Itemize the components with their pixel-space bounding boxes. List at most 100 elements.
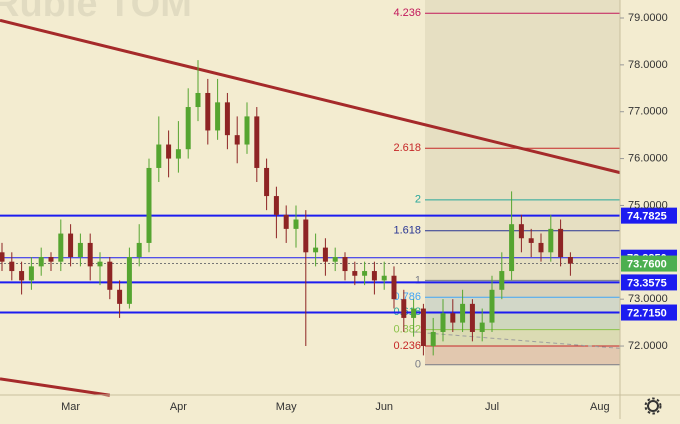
candle-body <box>420 308 426 347</box>
candle-body <box>77 242 83 257</box>
candle-body <box>283 214 289 229</box>
candle-body <box>175 149 181 159</box>
fib-label: 1.618 <box>393 225 421 237</box>
candle-body <box>205 92 211 131</box>
candle-body <box>38 256 44 267</box>
price-tag <box>621 274 677 291</box>
candle-body <box>166 144 172 159</box>
candle-body <box>538 242 544 253</box>
x-tick-label: Jun <box>375 401 393 413</box>
candle-body <box>136 242 142 257</box>
fib-label: 4.236 <box>393 7 421 19</box>
candle-body <box>518 224 524 239</box>
candle-body <box>254 116 260 168</box>
candle-body <box>58 233 64 262</box>
fib-band <box>425 280 620 298</box>
candle-body <box>0 252 5 262</box>
price-tag <box>621 207 677 224</box>
y-tick-label: 72.0000 <box>628 340 668 352</box>
x-tick-label: Aug <box>590 401 610 413</box>
gear[interactable] <box>647 400 659 412</box>
price-tag <box>621 304 677 321</box>
candle-body <box>352 271 358 276</box>
candle-body <box>195 92 201 108</box>
candle-body <box>185 107 191 150</box>
price-tag-label: 72.7150 <box>627 307 667 319</box>
candle-body <box>322 247 328 262</box>
x-tick-label: May <box>276 401 297 413</box>
candle-body <box>430 331 436 347</box>
x-tick-label: Mar <box>61 401 80 413</box>
candle-body <box>411 308 417 318</box>
candle-body <box>48 256 54 262</box>
candle-body <box>9 261 15 272</box>
candle-body <box>381 275 387 281</box>
candle-body <box>19 271 25 281</box>
candle-body <box>273 196 279 215</box>
candle-body <box>450 313 456 323</box>
x-tick-label: Jul <box>485 401 499 413</box>
candle-body <box>28 266 34 281</box>
candle-body <box>391 275 397 300</box>
settings-icon[interactable] <box>644 397 662 415</box>
candle-body <box>68 233 74 257</box>
fib-band <box>425 346 620 365</box>
trendline <box>0 377 111 397</box>
candle-body <box>313 247 319 253</box>
y-tick-label: 77.0000 <box>628 106 668 118</box>
y-tick-label: 75.0000 <box>628 199 668 211</box>
fib-label: 2 <box>415 194 421 206</box>
candle-body <box>332 256 338 262</box>
y-tick-label: 79.0000 <box>628 12 668 24</box>
candle-body <box>499 271 505 290</box>
price-tag-label: 74.7825 <box>627 211 667 223</box>
candle-body <box>558 228 564 257</box>
candle-body <box>528 238 534 243</box>
candle-body <box>224 102 230 136</box>
price-tag <box>621 255 677 272</box>
candle-body <box>244 116 250 145</box>
fib-region <box>425 0 620 365</box>
gear-teeth[interactable] <box>644 397 662 415</box>
candle-body <box>401 299 407 318</box>
fib-label: 0 <box>415 359 421 371</box>
fib-label: 0.786 <box>393 291 421 303</box>
y-tick-label: 76.0000 <box>628 152 668 164</box>
candle-body <box>215 102 221 131</box>
candle-body <box>371 271 377 281</box>
fib-label: 0.382 <box>393 324 421 336</box>
candle-body <box>479 322 485 332</box>
candle-body <box>509 224 515 272</box>
fib-label: 1 <box>415 274 421 286</box>
y-tick-label: 73.0000 <box>628 293 668 305</box>
candle-body <box>469 303 475 332</box>
fib-label: 2.618 <box>393 142 421 154</box>
watermark: Ruble TOM <box>0 0 192 25</box>
trendline <box>0 18 621 175</box>
candle-body <box>567 256 573 264</box>
candle-body <box>293 219 299 229</box>
candle-body <box>117 289 123 304</box>
candle-body <box>97 261 103 267</box>
y-tick-label: 78.0000 <box>628 59 668 71</box>
candle-body <box>156 144 162 168</box>
candle-body <box>303 219 309 253</box>
candle-body <box>440 313 446 332</box>
candle-body <box>126 256 132 304</box>
candle-body <box>362 271 368 276</box>
candle-body <box>107 261 113 290</box>
candle-body <box>264 167 270 197</box>
x-tick-label: Apr <box>170 401 187 413</box>
candle-body <box>548 228 554 253</box>
candle-body <box>146 167 152 243</box>
candle-body <box>87 242 93 267</box>
price-tag-label: 73.3575 <box>627 277 667 289</box>
candle-body <box>342 256 348 272</box>
fib-band <box>425 297 620 313</box>
price-tag-label: 73.7600 <box>627 258 667 270</box>
candle-body <box>234 135 240 145</box>
candle-body <box>489 289 495 323</box>
